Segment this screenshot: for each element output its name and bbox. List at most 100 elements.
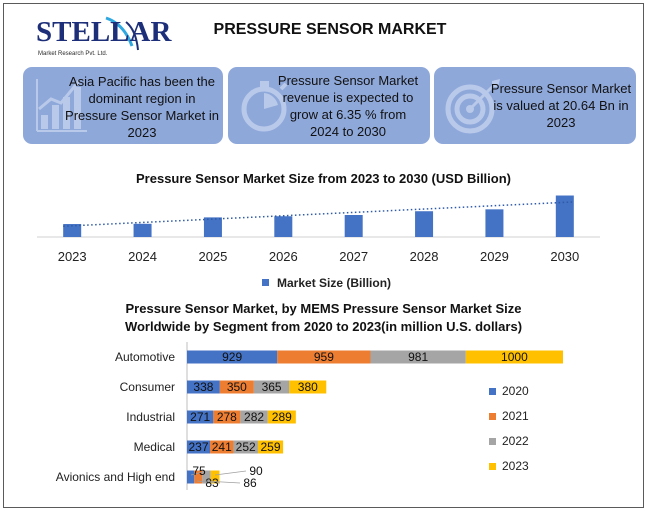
chart2-bar-4-2020 [187,470,195,484]
chart2-leader-2022 [204,480,241,484]
chart2-bar-1-2021 [219,380,254,394]
chart1-bar-2025 [203,217,222,237]
chart2-bar-2-2022 [240,410,268,424]
legend-swatch-2022 [489,438,496,445]
chart2-category-2: Industrial [126,410,175,424]
chart1-title: Pressure Sensor Market Size from 2023 to… [136,171,511,186]
target-icon [445,79,500,134]
chart1-tick-2023: 2023 [58,249,87,264]
chart1-tick-2029: 2029 [480,249,509,264]
chart2-label-2-2023: 289 [272,410,292,424]
legend-swatch-2021 [489,413,496,420]
legend-label-market-size: Market Size (Billion) [277,276,392,290]
chart1-tick-2026: 2026 [269,249,298,264]
chart2-title-line-1: Pressure Sensor Market, by MEMS Pressure… [125,301,522,316]
chart2-category-3: Medical [134,440,175,454]
chart2-label-4-2022: 86 [243,476,257,490]
card-region-line-3: Pressure Sensor Market in [65,108,219,123]
insight-card-region: Asia Pacific has been the dominant regio… [23,67,223,144]
chart2-bar-3-2021 [210,440,234,454]
logo-tagline: Market Research Pvt. Ltd. [38,51,108,57]
chart2-bar-3-2022 [233,440,258,454]
chart1-bar-2024 [133,223,152,237]
chart2-leader-2023 [214,470,247,476]
chart1-bar-2027 [344,215,363,237]
card-value-line-2: is valued at 20.64 Bn in [493,98,629,113]
logo-brand: STELLAR [36,16,172,48]
chart2-category-4: Avionics and High end [56,470,175,484]
chart2-label-2-2020: 271 [190,410,210,424]
chart2-bar-0-2023 [465,350,563,364]
chart2-label-1-2023: 380 [298,380,318,394]
bar-chart-icon [36,79,87,132]
stellar-logo: STELLAR Market Research Pvt. Ltd. [36,16,171,64]
chart2-bar-4-2021 [194,470,203,484]
stopwatch-icon [241,81,288,132]
card-region-line-1: Asia Pacific has been the [69,74,215,89]
chart2-label-0-2022: 981 [408,350,428,364]
chart1-bar-2029 [485,209,504,237]
chart2-label-1-2022: 365 [262,380,282,394]
card-growth-line-3: grow at 6.35 % from [289,107,407,122]
chart2-bar-1-2020 [187,380,220,394]
chart2-label-3-2021: 241 [212,440,232,454]
card-growth-line-4: 2024 to 2030 [310,124,386,139]
chart2-bar-0-2022 [370,350,466,364]
legend-swatch-2023 [489,463,496,470]
chart2-label-1-2021: 350 [227,380,247,394]
page-title: PRESSURE SENSOR MARKET [213,21,447,38]
chart2-label-0-2021: 959 [314,350,334,364]
chart1-tick-2024: 2024 [128,249,157,264]
chart2-label-2-2022: 282 [244,410,264,424]
chart2-bar-2-2020 [187,410,214,424]
card-growth-line-2: revenue is expected to [282,90,414,105]
chart2-category-1: Consumer [120,380,175,394]
legend-label-2020: 2020 [502,384,529,398]
card-region-line-2: dominant region in [88,91,196,106]
legend-label-2021: 2021 [502,409,529,423]
chart1-tick-2027: 2027 [339,249,368,264]
chart2-label-4-2021: 83 [205,476,219,490]
chart1-trendline [63,201,574,227]
insight-card-growth: Pressure Sensor Market revenue is expect… [228,67,430,144]
chart1-bar-2030 [555,195,574,237]
insight-card-value: Pressure Sensor Market is valued at 20.6… [434,67,636,144]
chart1-bar-2028 [415,211,434,237]
chart1-legend: Market Size (Billion) [262,276,391,290]
chart2-bar-1-2023 [289,380,327,394]
chart1-tick-2030: 2030 [550,249,579,264]
chart2-bar-0-2021 [277,350,371,364]
chart2-bar-1-2022 [253,380,290,394]
market-size-chart: 2023 2024 2025 2026 2027 2028 2029 2030 [37,195,600,264]
chart2-label-0-2023: 1000 [501,350,528,364]
chart2-label-3-2022: 252 [236,440,256,454]
chart1-tick-2025: 2025 [198,249,227,264]
chart1-tick-2028: 2028 [410,249,439,264]
chart2-label-1-2020: 338 [193,380,213,394]
chart2-label-2-2021: 278 [217,410,237,424]
chart2-bar-2-2023 [267,410,296,424]
chart2-category-0: Automotive [115,350,175,364]
chart2-leader-2020 [190,470,208,476]
chart2-label-3-2020: 237 [189,440,209,454]
chart2-title: Pressure Sensor Market, by MEMS Pressure… [0,300,647,336]
chart2-label-4-2020: 75 [192,464,206,478]
legend-swatch-market-size [262,279,269,286]
chart2-label-3-2023: 259 [261,440,281,454]
card-growth-line-1: Pressure Sensor Market [277,73,419,88]
legend-label-2022: 2022 [502,434,529,448]
card-region-line-4: 2023 [127,125,157,140]
chart2-bar-4-2023 [210,470,220,484]
legend-label-2023: 2023 [502,459,529,473]
chart2-bar-2-2021 [213,410,241,424]
card-value-line-1: Pressure Sensor Market [490,81,632,96]
chart2-bar-3-2023 [257,440,284,454]
chart1-bar-2026 [274,216,293,237]
legend-swatch-2020 [489,388,496,395]
chart2-label-0-2020: 929 [222,350,242,364]
chart2-title-line-2: Worldwide by Segment from 2020 to 2023(i… [124,319,523,334]
chart1-bar-2023 [63,224,82,237]
chart2-label-4-2023: 90 [249,464,263,478]
card-value-line-3: 2023 [546,115,576,130]
